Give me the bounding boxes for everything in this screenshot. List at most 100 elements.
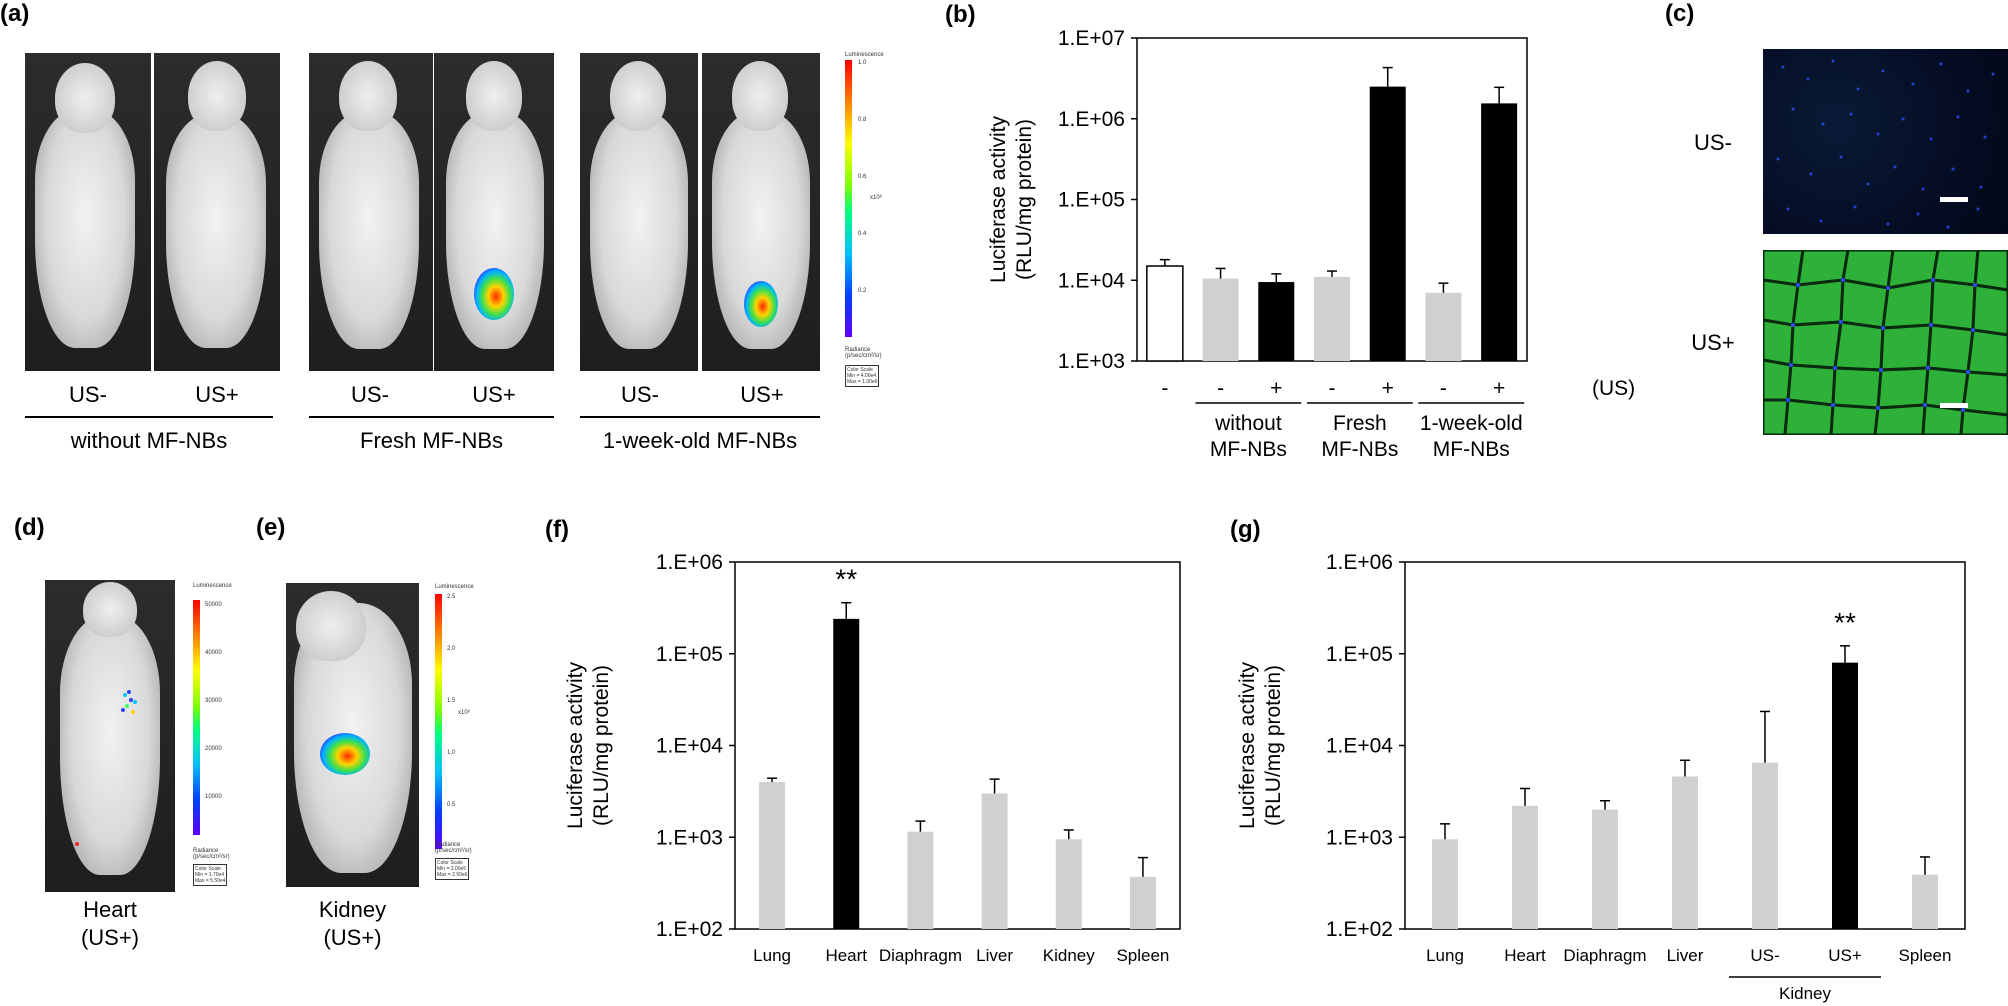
mouse-photo-1week-us-minus — [580, 53, 698, 371]
x-tick-label: - — [1161, 377, 1168, 400]
x-tick-label: + — [1382, 377, 1394, 400]
y-tick-label: 1.E+03 — [656, 826, 723, 849]
x-tick-label: Spleen — [1899, 946, 1952, 965]
bar — [1129, 876, 1156, 929]
mouse-photo-without-us-plus — [154, 53, 280, 371]
y-tick-label: 1.E+04 — [1058, 269, 1125, 292]
x-tick-label: + — [1493, 377, 1505, 400]
group-label: Kidney — [1779, 984, 1831, 1003]
caption-heart: Heart — [83, 897, 137, 922]
bar — [1425, 292, 1462, 361]
label-us-plus: US+ — [740, 382, 784, 407]
bar — [981, 793, 1008, 929]
group-label: without MF-NBs — [70, 428, 228, 453]
x-tick-label: Diaphragm — [879, 946, 962, 965]
panel-label-c: (c) — [1665, 0, 1695, 27]
chart-b: (b) 1.E+03 1.E+04 1.E+05 1.E+06 1.E+07 Lucifer… — [945, 1, 1635, 461]
group-label: Fresh MF-NBs — [360, 428, 503, 453]
caption-kidney: Kidney — [318, 897, 387, 922]
label-us-minus: US- — [69, 382, 107, 407]
y-axis-label: Luciferase activity — [987, 116, 1010, 283]
group-label: without — [1214, 412, 1282, 435]
color-gradient — [193, 600, 200, 835]
chart-f: (f) 1.E+02 1.E+03 1.E+04 1.E+05 1.E+06 Lucifer… — [545, 516, 1181, 965]
group-divider — [580, 416, 820, 418]
scale-bar — [1940, 197, 1968, 202]
caption-kidney-us: (US+) — [323, 925, 382, 950]
bar — [1055, 839, 1082, 929]
label-us-minus: US- — [351, 382, 389, 407]
y-tick-label: 1.E+05 — [1058, 189, 1125, 212]
chart-g: (g) 1.E+02 1.E+03 1.E+04 1.E+05 1.E+06 Lucifer… — [1230, 516, 1966, 1003]
y-axis-label: Luciferase activity — [564, 662, 587, 829]
luminescence-spot — [744, 281, 778, 327]
group-label: MF-NBs — [1433, 438, 1510, 461]
group-label: 1-week-old MF-NBs — [602, 428, 798, 453]
x-tick-label: Lung — [753, 946, 791, 965]
bar — [1481, 103, 1518, 362]
mouse-photo-fresh-us-minus — [309, 53, 433, 371]
mouse-photo-heart — [45, 580, 175, 892]
x-tick-label: - — [1440, 377, 1447, 400]
group-divider — [25, 416, 273, 418]
x-tick-label: Heart — [825, 946, 867, 965]
scale-bar — [1940, 403, 1968, 408]
x-tick-label: US- — [1750, 946, 1779, 965]
y-tick-label: 1.E+07 — [1058, 27, 1125, 50]
significance-mark: ** — [835, 564, 857, 595]
y-tick-label: 1.E+05 — [656, 643, 723, 666]
y-tick-label: 1.E+05 — [1326, 643, 1393, 666]
bar — [1912, 874, 1938, 929]
bar — [1592, 809, 1618, 929]
x-tick-label: Diaphragm — [1563, 946, 1646, 965]
x-tick-label: Lung — [1426, 946, 1464, 965]
panel-label-a: (a) — [0, 0, 30, 27]
group-divider — [309, 416, 554, 418]
bar — [1369, 86, 1406, 362]
x-tick-label: + — [1270, 377, 1282, 400]
color-gradient — [845, 60, 852, 337]
x-tick-label: Spleen — [1116, 946, 1169, 965]
y-tick-label: 1.E+03 — [1058, 350, 1125, 373]
plot-frame — [734, 561, 1181, 930]
x-tick-label: Liver — [976, 946, 1013, 965]
label-us-plus: US+ — [472, 382, 516, 407]
bar — [1752, 762, 1778, 929]
row-label-us-plus: US+ — [1691, 330, 1735, 355]
x-tick-label: Liver — [1667, 946, 1704, 965]
luminescence-spot — [320, 733, 370, 775]
bar — [1202, 278, 1239, 361]
bar — [759, 782, 786, 929]
y-axis-label: (RLU/mg protein) — [1013, 119, 1036, 280]
y-tick-label: 1.E+06 — [656, 551, 723, 574]
luminescence-spot — [474, 268, 514, 320]
x-axis-suffix: (US) — [1592, 377, 1635, 400]
x-tick-label: Heart — [1504, 946, 1546, 965]
y-axis-label: Luciferase activity — [1236, 662, 1259, 829]
caption-heart-us: (US+) — [80, 925, 140, 950]
bar — [1832, 662, 1858, 929]
mouse-photo-kidney — [286, 583, 419, 887]
y-tick-label: 1.E+06 — [1326, 551, 1393, 574]
y-axis-label: (RLU/mg protein) — [1262, 665, 1285, 826]
label-us-plus: US+ — [195, 382, 239, 407]
y-tick-label: 1.E+02 — [1326, 918, 1393, 941]
group-label: Fresh — [1333, 412, 1387, 435]
mouse-photo-fresh-us-plus — [434, 53, 554, 371]
bar — [1512, 805, 1538, 929]
y-tick-label: 1.E+06 — [1058, 108, 1125, 131]
x-tick-label: - — [1329, 377, 1336, 400]
y-tick-label: 1.E+04 — [1326, 735, 1393, 758]
label-us-minus: US- — [621, 382, 659, 407]
bar — [907, 831, 934, 929]
x-tick-label: - — [1217, 377, 1224, 400]
significance-mark: ** — [1834, 607, 1856, 638]
panel-label-b: (b) — [945, 1, 976, 28]
panel-label-f: (f) — [545, 516, 569, 543]
bar — [1258, 282, 1295, 361]
panel-label-e: (e) — [256, 514, 286, 541]
bar — [833, 618, 860, 929]
color-gradient — [435, 594, 442, 849]
group-label: MF-NBs — [1321, 438, 1398, 461]
group-label: MF-NBs — [1210, 438, 1287, 461]
